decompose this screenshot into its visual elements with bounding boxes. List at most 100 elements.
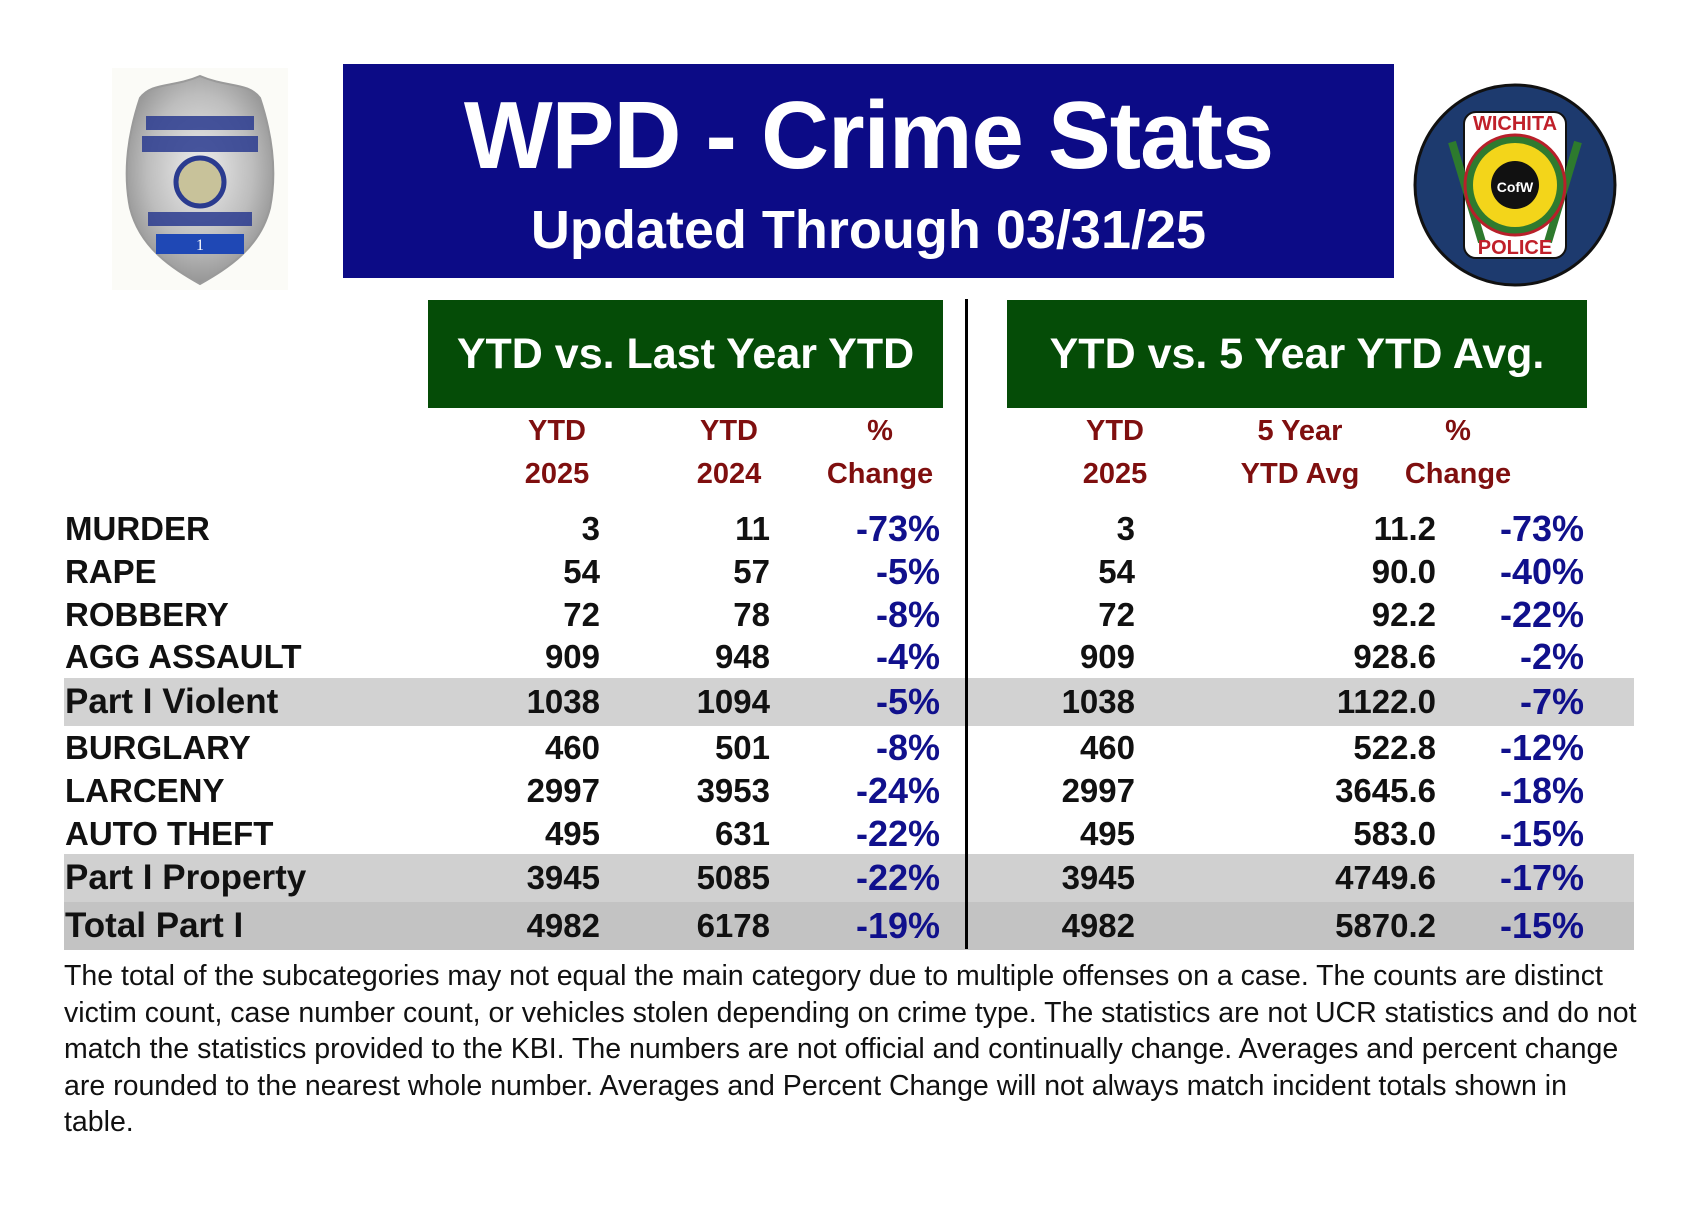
row-label: ROBBERY xyxy=(65,596,229,633)
ytd-2025-value: 72 xyxy=(563,596,600,633)
table-row-total-part-i: Total Part I 4982 6178 -19% 4982 5870.2 … xyxy=(64,904,1634,947)
subtotal-shade-violent xyxy=(64,678,1634,726)
subtotal-shade-property xyxy=(64,854,1634,902)
pct-change-avg-value: -12% xyxy=(1499,727,1584,768)
footnote: The total of the subcategories may not e… xyxy=(64,960,1637,1138)
wichita-police-seal-icon: CofW WICHITA POLICE xyxy=(1412,82,1618,288)
pct-change-avg-value: -22% xyxy=(1499,594,1584,635)
ytd-2025-value: 460 xyxy=(544,729,600,766)
ytd-2025-b-value: 2997 xyxy=(1061,772,1135,809)
column-header-ytd-2025: YTD 2025 xyxy=(524,415,590,490)
pct-change-avg-value: -40% xyxy=(1499,551,1584,592)
ytd-2025-b-value: 495 xyxy=(1079,815,1135,852)
avg5-value: 4749.6 xyxy=(1335,859,1436,896)
ytd-2024-value: 501 xyxy=(714,729,770,766)
table-row-robbery: ROBBERY 72 78 -8% 72 92.2 -22% xyxy=(64,593,1634,636)
pct-change-avg-value: -17% xyxy=(1499,857,1584,898)
ytd-2025-value: 1038 xyxy=(526,683,600,720)
ytd-2025-value: 4982 xyxy=(526,907,600,944)
table-row-part-i-property: Part I Property 3945 5085 -22% 3945 4749… xyxy=(64,856,1634,899)
ytd-2024-value: 11 xyxy=(735,510,770,547)
pct-change-ly-value: -73% xyxy=(855,508,940,549)
page-title: WPD - Crime Stats xyxy=(463,82,1274,189)
section-divider xyxy=(965,299,968,949)
svg-text:WICHITA: WICHITA xyxy=(1473,113,1557,135)
ytd-2025-value: 2997 xyxy=(526,772,600,809)
column-header-ytd-2024: YTD 2024 xyxy=(696,415,762,490)
ytd-2024-value: 5085 xyxy=(696,859,770,896)
ytd-2025-value: 3945 xyxy=(526,859,600,896)
pct-change-avg-value: -73% xyxy=(1499,508,1584,549)
ytd-2024-value: 6178 xyxy=(696,907,770,944)
total-shade xyxy=(64,902,1634,950)
avg5-value: 5870.2 xyxy=(1335,907,1436,944)
pct-change-ly-value: -8% xyxy=(875,594,940,635)
pct-change-ly-value: -5% xyxy=(875,551,940,592)
pct-change-avg-value: -15% xyxy=(1499,813,1584,854)
avg5-value: 522.8 xyxy=(1353,729,1436,766)
avg5-value: 3645.6 xyxy=(1335,772,1436,809)
pct-change-ly-value: -5% xyxy=(875,681,940,722)
table-row-burglary: BURGLARY 460 501 -8% 460 522.8 -12% xyxy=(64,726,1634,769)
row-label: Part I Property xyxy=(65,858,307,897)
ytd-2025-b-value: 3 xyxy=(1116,510,1135,547)
ytd-2025-value: 54 xyxy=(563,553,600,590)
section-header-last-year: YTD vs. Last Year YTD xyxy=(428,300,943,408)
avg5-value: 92.2 xyxy=(1371,596,1436,633)
avg5-value: 928.6 xyxy=(1353,638,1436,675)
table-row-rape: RAPE 54 57 -5% 54 90.0 -40% xyxy=(64,550,1634,593)
table-row-auto-theft: AUTO THEFT 495 631 -22% 495 583.0 -15% xyxy=(64,812,1634,855)
ytd-2024-value: 1094 xyxy=(696,683,770,720)
ytd-2025-b-value: 1038 xyxy=(1061,683,1135,720)
ytd-2025-b-value: 4982 xyxy=(1061,907,1135,944)
ytd-2025-b-value: 460 xyxy=(1079,729,1135,766)
avg5-value: 583.0 xyxy=(1353,815,1436,852)
row-label: Part I Violent xyxy=(65,682,279,721)
section-header-5-year-avg: YTD vs. 5 Year YTD Avg. xyxy=(1007,300,1587,408)
row-label: AGG ASSAULT xyxy=(65,638,302,675)
column-header-5yr-avg: 5 Year YTD Avg xyxy=(1240,415,1360,490)
avg5-value: 1122.0 xyxy=(1336,683,1436,720)
column-header-pct-change-ly: % Change xyxy=(826,415,934,490)
pct-change-ly-value: -24% xyxy=(855,770,940,811)
ytd-2025-b-value: 909 xyxy=(1079,638,1135,675)
pct-change-ly-value: -4% xyxy=(875,636,940,677)
svg-text:POLICE: POLICE xyxy=(1478,237,1552,259)
pct-change-avg-value: -7% xyxy=(1519,681,1584,722)
ytd-2024-value: 78 xyxy=(733,596,770,633)
ytd-2025-value: 495 xyxy=(544,815,600,852)
svg-text:CofW: CofW xyxy=(1497,179,1534,195)
row-label: Total Part I xyxy=(65,906,244,945)
table-row-agg-assault: AGG ASSAULT 909 948 -4% 909 928.6 -2% xyxy=(64,635,1634,678)
column-header-pct-change-avg: % Change xyxy=(1404,415,1512,490)
table-row-larceny: LARCENY 2997 3953 -24% 2997 3645.6 -18% xyxy=(64,769,1634,812)
pct-change-ly-value: -22% xyxy=(855,813,940,854)
ytd-2025-value: 909 xyxy=(544,638,600,675)
ytd-2025-b-value: 3945 xyxy=(1061,859,1135,896)
row-label: MURDER xyxy=(65,510,210,547)
pct-change-avg-value: -18% xyxy=(1499,770,1584,811)
svg-text:1: 1 xyxy=(196,237,204,254)
pct-change-avg-value: -2% xyxy=(1519,636,1584,677)
updated-date: Updated Through 03/31/25 xyxy=(530,200,1207,260)
pct-change-avg-value: -15% xyxy=(1499,905,1584,946)
avg5-value: 11.2 xyxy=(1373,510,1436,547)
table-row-murder: MURDER 3 11 -73% 3 11.2 -73% xyxy=(64,507,1634,550)
ytd-2024-value: 57 xyxy=(733,553,770,590)
pct-change-ly-value: -22% xyxy=(855,857,940,898)
row-label: LARCENY xyxy=(65,772,225,809)
ytd-2025-value: 3 xyxy=(581,510,600,547)
row-label: BURGLARY xyxy=(65,729,251,766)
table-row-part-i-violent: Part I Violent 1038 1094 -5% 1038 1122.0… xyxy=(64,680,1634,723)
ytd-2025-b-value: 72 xyxy=(1098,596,1135,633)
title-banner: WPD - Crime Stats Updated Through 03/31/… xyxy=(343,64,1394,278)
ytd-2025-b-value: 54 xyxy=(1098,553,1135,590)
row-label: AUTO THEFT xyxy=(65,815,274,852)
ytd-2024-value: 631 xyxy=(714,815,770,852)
ytd-2024-value: 948 xyxy=(714,638,770,675)
row-label: RAPE xyxy=(65,553,157,590)
pct-change-ly-value: -19% xyxy=(855,905,940,946)
column-header-ytd-2025-b: YTD 2025 xyxy=(1082,415,1148,490)
ytd-2024-value: 3953 xyxy=(696,772,770,809)
avg5-value: 90.0 xyxy=(1371,553,1436,590)
